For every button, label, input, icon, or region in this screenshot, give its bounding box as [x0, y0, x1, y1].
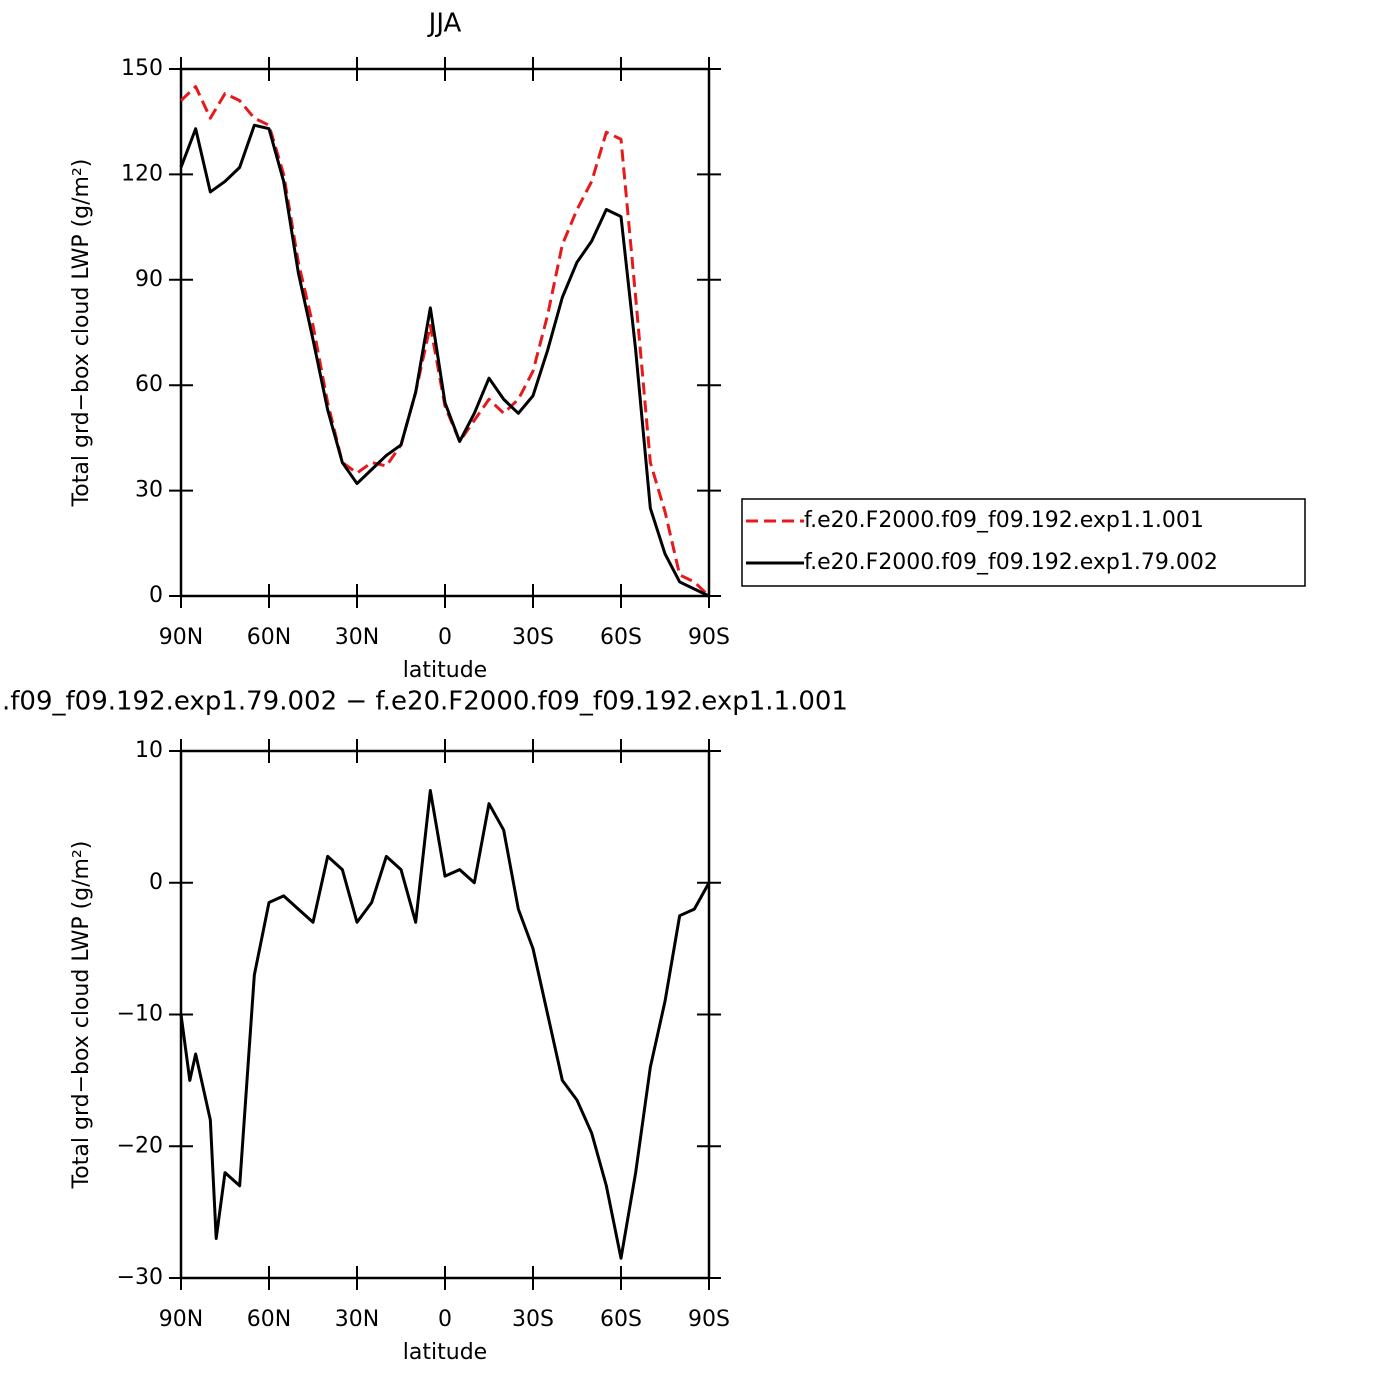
- series-line: [179, 85, 711, 598]
- y-tick-label: −20: [117, 1133, 163, 1158]
- y-tick-label: 0: [149, 870, 163, 895]
- legend-label: f.e20.F2000.f09_f09.192.exp1.79.002: [804, 550, 1218, 575]
- x-tick-label: 30N: [335, 625, 379, 650]
- y-tick-label: 90: [135, 267, 163, 292]
- y-tick-label: 0: [149, 583, 163, 608]
- y-tick-label: 150: [121, 56, 163, 81]
- x-tick-label: 30N: [335, 1307, 379, 1332]
- plot-frame: [179, 67, 711, 598]
- y-axis-label: Total grd−box cloud LWP (g/m²): [69, 841, 94, 1190]
- x-tick-label: 90N: [159, 625, 203, 650]
- x-tick-label: 0: [438, 1307, 452, 1332]
- x-tick-label: 60N: [247, 625, 291, 650]
- x-tick-label: 60N: [247, 1307, 291, 1332]
- legend-label: f.e20.F2000.f09_f09.192.exp1.1.001: [804, 508, 1204, 533]
- x-tick-label: 0: [438, 625, 452, 650]
- x-tick-label: 60S: [600, 1307, 642, 1332]
- x-tick-label: 90S: [688, 625, 730, 650]
- chart-title: JJA: [427, 9, 462, 39]
- y-tick-label: −10: [117, 1002, 163, 1027]
- x-tick-label: 90N: [159, 1307, 203, 1332]
- chart-title: .f09_f09.192.exp1.79.002 − f.e20.F2000.f…: [2, 687, 848, 717]
- x-tick-label: 30S: [512, 1307, 554, 1332]
- y-tick-label: 60: [135, 372, 163, 397]
- legend-box: [741, 498, 1306, 587]
- x-tick-label: 30S: [512, 625, 554, 650]
- x-axis-label: latitude: [403, 658, 487, 683]
- y-tick-label: −30: [117, 1265, 163, 1290]
- series-line: [179, 123, 710, 598]
- series-line: [179, 789, 711, 1260]
- x-axis-label: latitude: [403, 1340, 487, 1365]
- y-tick-label: 120: [121, 161, 163, 186]
- y-axis-label: Total grd−box cloud LWP (g/m²): [69, 159, 94, 508]
- x-tick-label: 60S: [600, 625, 642, 650]
- y-tick-label: 10: [135, 738, 163, 763]
- x-tick-label: 90S: [688, 1307, 730, 1332]
- y-tick-label: 30: [135, 478, 163, 503]
